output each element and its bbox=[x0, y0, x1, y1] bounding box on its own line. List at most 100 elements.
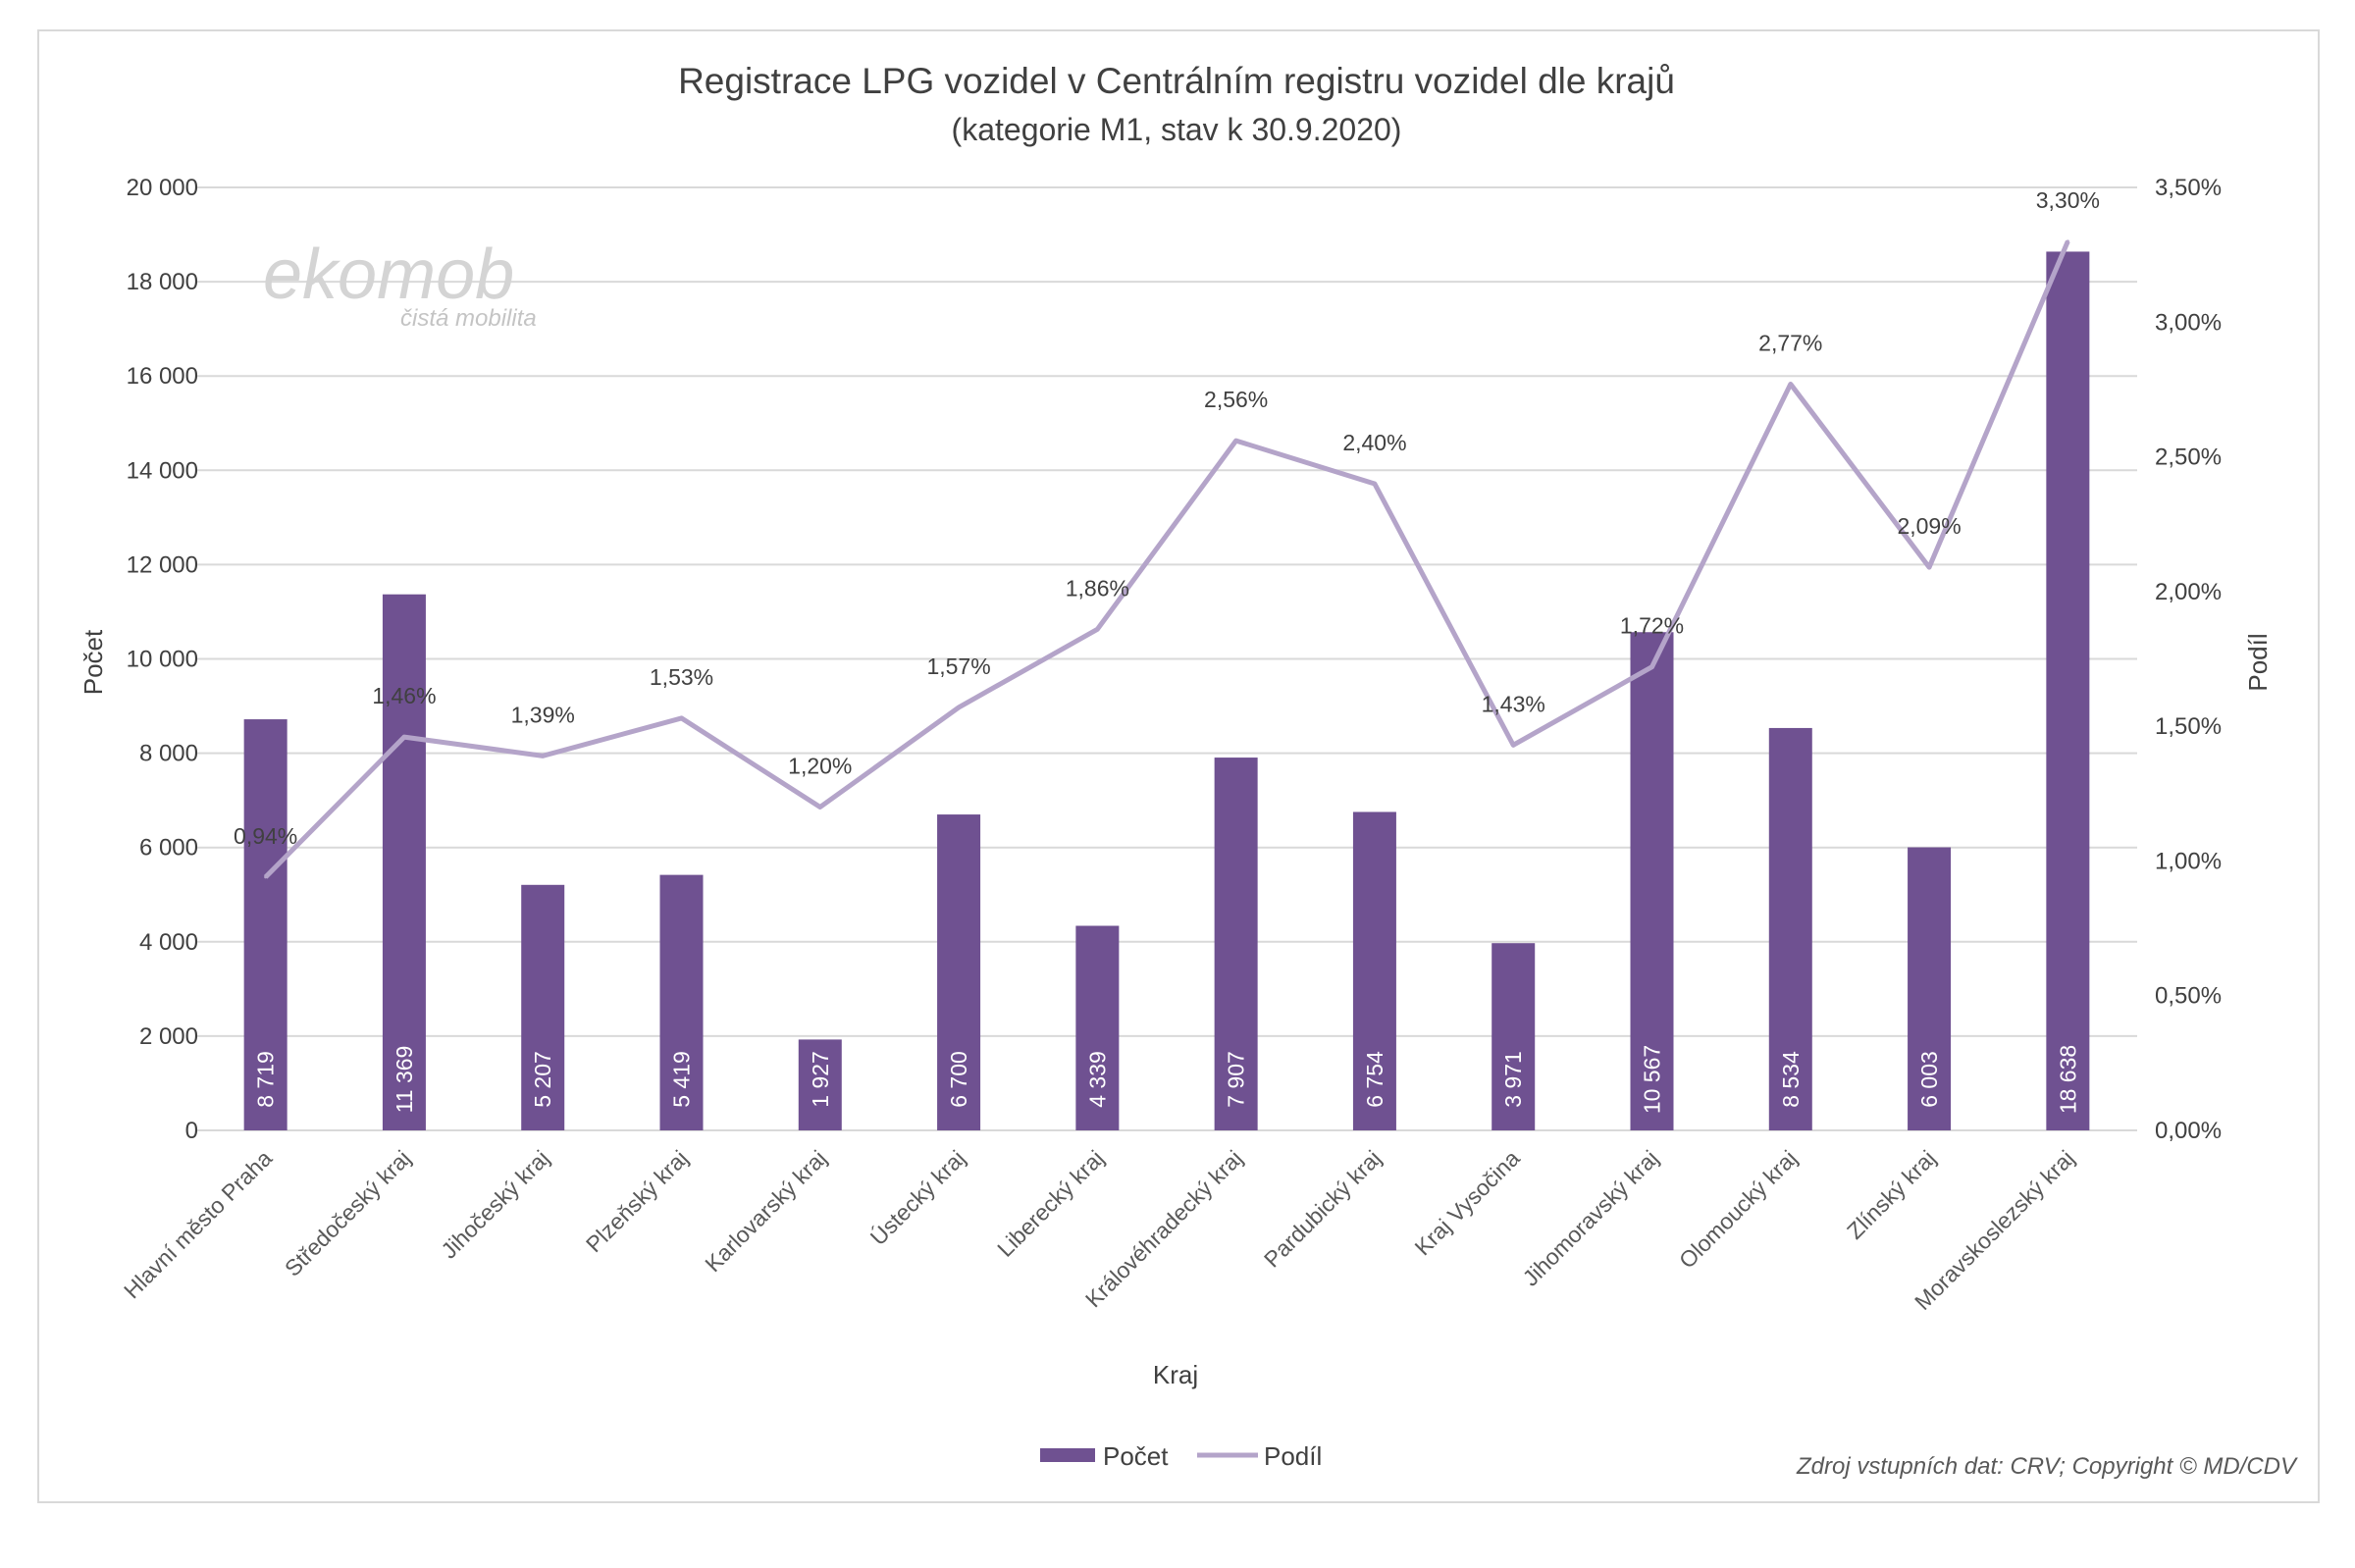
x-tick-label: Hlavní město Praha bbox=[119, 1145, 277, 1303]
bar bbox=[243, 719, 288, 1130]
line-point bbox=[1927, 565, 1931, 569]
y-tick-label: 4 000 bbox=[139, 929, 198, 956]
legend: Počet Podíl bbox=[1040, 1441, 1322, 1471]
bar-value-label: 5 419 bbox=[669, 1051, 695, 1108]
line-point bbox=[1511, 743, 1515, 747]
y2-tick-label: 3,00% bbox=[2155, 309, 2222, 336]
line-value-label: 2,40% bbox=[1342, 430, 1406, 455]
x-tick-label: Středočeský kraj bbox=[280, 1145, 416, 1281]
line-value-label: 1,20% bbox=[788, 754, 852, 779]
line-point bbox=[1373, 482, 1377, 486]
share-line bbox=[263, 239, 2070, 879]
bar bbox=[937, 814, 981, 1130]
bar-value-label: 10 567 bbox=[1640, 1045, 1665, 1114]
y-tick-label: 20 000 bbox=[127, 175, 198, 201]
y-tick-label: 6 000 bbox=[139, 835, 198, 862]
legend-label-line: Podíl bbox=[1264, 1441, 1322, 1471]
share-line-path bbox=[263, 239, 2070, 879]
source-note: Zdroj vstupních dat: CRV; Copyright © MD… bbox=[1796, 1453, 2298, 1480]
line-point bbox=[1650, 665, 1653, 669]
line-point bbox=[1234, 439, 1238, 443]
y2-tick-label: 2,00% bbox=[2155, 579, 2222, 605]
bar bbox=[1214, 758, 1258, 1130]
line-point bbox=[818, 806, 822, 810]
line-value-label: 1,72% bbox=[1620, 613, 1684, 639]
y-tick-label: 16 000 bbox=[127, 363, 198, 390]
x-tick-label: Liberecký kraj bbox=[992, 1145, 1109, 1262]
y-tick-label: 2 000 bbox=[139, 1023, 198, 1050]
y-tick-label: 18 000 bbox=[127, 269, 198, 295]
chart-subtitle: (kategorie M1, stav k 30.9.2020) bbox=[952, 112, 1402, 147]
watermark-logo: ekomob čistá mobilita bbox=[263, 235, 537, 332]
line-value-label: 2,77% bbox=[1758, 330, 1822, 355]
y2-axis-label: Podíl bbox=[2243, 633, 2273, 691]
y2-tick-label: 0,00% bbox=[2155, 1118, 2222, 1144]
x-tick-label: Zlínský kraj bbox=[1842, 1145, 1941, 1244]
legend-label-bar: Počet bbox=[1103, 1441, 1169, 1471]
bar-value-label: 4 339 bbox=[1084, 1051, 1110, 1108]
bar-value-label: 1 927 bbox=[808, 1051, 833, 1108]
line-point bbox=[1095, 627, 1099, 631]
x-tick-label: Moravskoslezský kraj bbox=[1910, 1145, 2079, 1315]
logo-tagline: čistá mobilita bbox=[400, 305, 537, 332]
line-value-label: 1,43% bbox=[1482, 691, 1545, 716]
x-tick-label: Olomoucký kraj bbox=[1674, 1145, 1802, 1273]
line-point bbox=[402, 735, 406, 739]
bar bbox=[1630, 632, 1674, 1130]
x-tick-label: Jihočeský kraj bbox=[436, 1145, 554, 1264]
line-value-label: 1,39% bbox=[511, 702, 575, 727]
bar bbox=[382, 594, 426, 1130]
bar bbox=[1908, 847, 1952, 1130]
x-tick-label: Jihomoravský kraj bbox=[1518, 1145, 1664, 1291]
y2-tick-label: 1,00% bbox=[2155, 848, 2222, 874]
logo-wordmark: ekomob bbox=[263, 235, 514, 314]
bar-value-label: 3 971 bbox=[1500, 1051, 1526, 1108]
line-value-label: 3,30% bbox=[2036, 187, 2100, 213]
bar-value-label: 7 907 bbox=[1224, 1051, 1249, 1108]
line-point bbox=[957, 706, 961, 709]
line-point bbox=[541, 754, 545, 758]
bar-value-label: 6 700 bbox=[946, 1051, 971, 1108]
x-tick-label: Kraj Vysočina bbox=[1410, 1145, 1525, 1260]
bar-value-label: 18 638 bbox=[2055, 1045, 2080, 1114]
line-value-label: 1,57% bbox=[926, 653, 990, 679]
bar bbox=[798, 1039, 842, 1130]
x-tick-label: Královéhradecký kraj bbox=[1080, 1145, 1247, 1312]
line-value-label: 2,09% bbox=[1897, 513, 1961, 539]
bar bbox=[1352, 811, 1396, 1130]
line-point bbox=[2066, 239, 2069, 243]
bar bbox=[521, 884, 565, 1130]
y2-tick-label: 0,50% bbox=[2155, 983, 2222, 1010]
y2-tick-label: 2,50% bbox=[2155, 444, 2222, 471]
y-tick-label: 10 000 bbox=[127, 647, 198, 673]
bar-value-label: 11 369 bbox=[392, 1046, 417, 1114]
line-point bbox=[264, 875, 268, 879]
chart-title: Registrace LPG vozidel v Centrálním regi… bbox=[678, 61, 1675, 101]
line-value-label: 2,56% bbox=[1204, 387, 1268, 412]
y-tick-label: 14 000 bbox=[127, 457, 198, 484]
x-tick-label: Ústecký kraj bbox=[865, 1145, 970, 1250]
bar-value-label: 5 207 bbox=[530, 1051, 555, 1108]
y-tick-label: 8 000 bbox=[139, 741, 198, 767]
y-axis-label: Počet bbox=[78, 629, 108, 695]
bar-value-label: 8 534 bbox=[1778, 1051, 1804, 1108]
line-value-label: 1,53% bbox=[650, 664, 713, 690]
line-value-label: 1,86% bbox=[1066, 575, 1129, 601]
bar bbox=[659, 874, 704, 1130]
y2-tick-label: 3,50% bbox=[2155, 175, 2222, 201]
x-tick-label: Plzeňský kraj bbox=[581, 1145, 693, 1257]
gridlines bbox=[196, 186, 2137, 1131]
y2-tick-label: 1,50% bbox=[2155, 713, 2222, 740]
bar-value-label: 8 719 bbox=[253, 1051, 279, 1108]
y-tick-label: 12 000 bbox=[127, 551, 198, 578]
line-point bbox=[680, 716, 683, 720]
y-tick-label: 0 bbox=[185, 1118, 198, 1144]
line-value-label: 0,94% bbox=[234, 823, 297, 849]
bar bbox=[1075, 925, 1120, 1130]
labels: 0 2 000 4 000 6 000 8 000 10 000 12 000 14 000 1… bbox=[119, 175, 2222, 1315]
bar bbox=[1492, 943, 1536, 1130]
bar bbox=[1768, 727, 1812, 1130]
bar-value-label: 6 754 bbox=[1362, 1051, 1387, 1108]
x-tick-label: Karlovarský kraj bbox=[700, 1145, 831, 1277]
